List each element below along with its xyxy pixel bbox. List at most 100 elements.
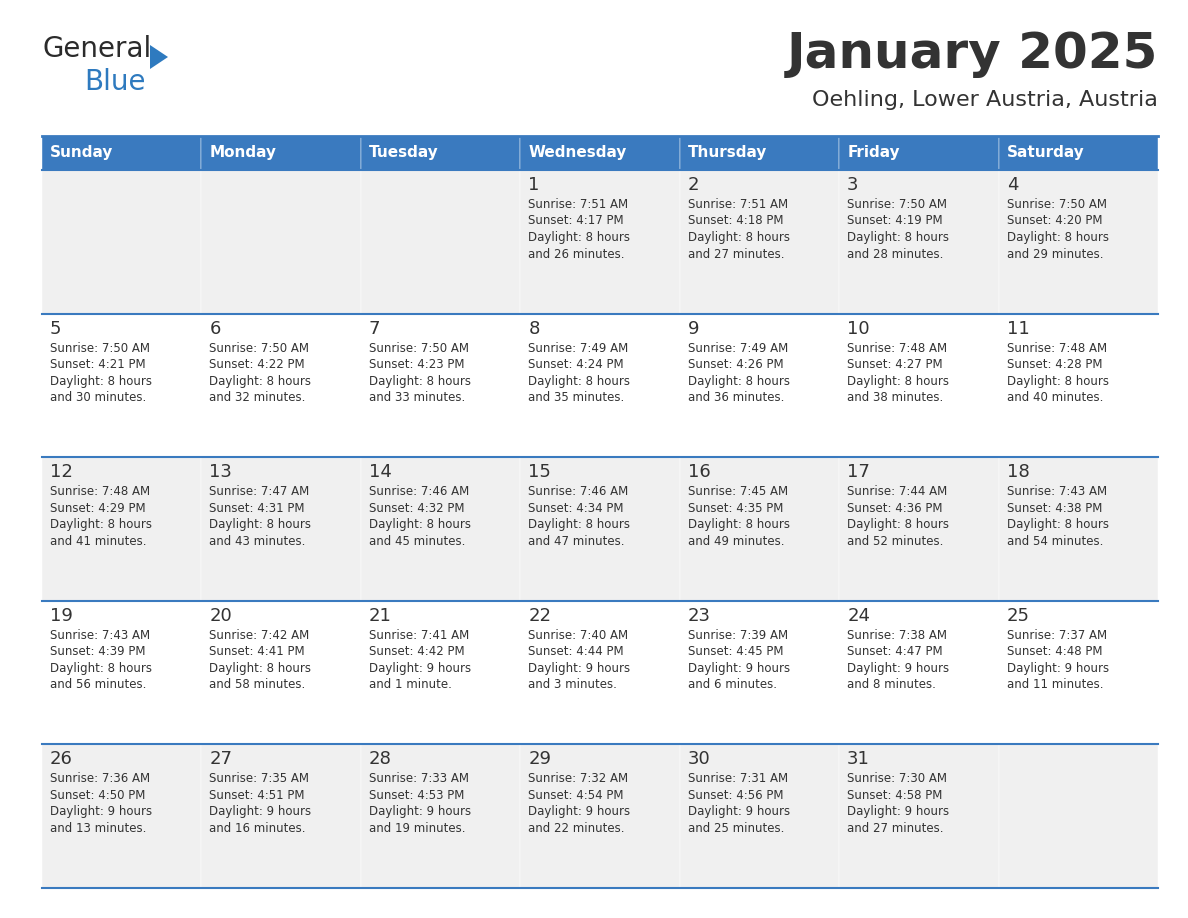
Text: and 19 minutes.: and 19 minutes.: [368, 822, 466, 834]
Text: Sunrise: 7:32 AM: Sunrise: 7:32 AM: [529, 772, 628, 786]
Text: 21: 21: [368, 607, 392, 625]
Text: Sunset: 4:47 PM: Sunset: 4:47 PM: [847, 645, 943, 658]
Text: Sunrise: 7:50 AM: Sunrise: 7:50 AM: [847, 198, 947, 211]
Text: Sunrise: 7:46 AM: Sunrise: 7:46 AM: [368, 486, 469, 498]
Text: 7: 7: [368, 319, 380, 338]
Text: Daylight: 9 hours: Daylight: 9 hours: [368, 662, 470, 675]
Text: Sunrise: 7:46 AM: Sunrise: 7:46 AM: [529, 486, 628, 498]
Text: Sunrise: 7:45 AM: Sunrise: 7:45 AM: [688, 486, 788, 498]
Text: 25: 25: [1006, 607, 1030, 625]
Text: 29: 29: [529, 750, 551, 768]
Text: Daylight: 8 hours: Daylight: 8 hours: [1006, 518, 1108, 532]
Text: Sunset: 4:23 PM: Sunset: 4:23 PM: [368, 358, 465, 371]
Text: Sunrise: 7:49 AM: Sunrise: 7:49 AM: [688, 341, 788, 354]
Text: Sunday: Sunday: [50, 145, 113, 161]
Text: 20: 20: [209, 607, 232, 625]
Text: Sunset: 4:17 PM: Sunset: 4:17 PM: [529, 215, 624, 228]
Text: Sunset: 4:54 PM: Sunset: 4:54 PM: [529, 789, 624, 802]
Bar: [680, 457, 839, 600]
Bar: [839, 744, 999, 888]
Text: 6: 6: [209, 319, 221, 338]
Text: Sunrise: 7:43 AM: Sunrise: 7:43 AM: [1006, 486, 1107, 498]
Bar: [42, 136, 202, 170]
Text: and 25 minutes.: and 25 minutes.: [688, 822, 784, 834]
Bar: [680, 600, 839, 744]
Text: Sunset: 4:50 PM: Sunset: 4:50 PM: [50, 789, 145, 802]
Bar: [202, 457, 361, 600]
Bar: [202, 744, 361, 888]
Bar: [202, 170, 361, 314]
Text: and 22 minutes.: and 22 minutes.: [529, 822, 625, 834]
Text: January 2025: January 2025: [786, 30, 1158, 78]
Text: 18: 18: [1006, 464, 1029, 481]
Text: Sunset: 4:22 PM: Sunset: 4:22 PM: [209, 358, 305, 371]
Text: and 6 minutes.: and 6 minutes.: [688, 678, 777, 691]
Text: Daylight: 9 hours: Daylight: 9 hours: [847, 805, 949, 819]
Text: Sunset: 4:28 PM: Sunset: 4:28 PM: [1006, 358, 1102, 371]
Text: and 8 minutes.: and 8 minutes.: [847, 678, 936, 691]
Text: Sunset: 4:42 PM: Sunset: 4:42 PM: [368, 645, 465, 658]
Text: and 11 minutes.: and 11 minutes.: [1006, 678, 1104, 691]
Text: Sunrise: 7:49 AM: Sunrise: 7:49 AM: [529, 341, 628, 354]
Text: and 49 minutes.: and 49 minutes.: [688, 534, 784, 548]
Text: Daylight: 8 hours: Daylight: 8 hours: [209, 662, 311, 675]
Text: Sunset: 4:19 PM: Sunset: 4:19 PM: [847, 215, 943, 228]
Bar: [839, 170, 999, 314]
Text: and 30 minutes.: and 30 minutes.: [50, 391, 146, 404]
Bar: [202, 136, 361, 170]
Text: General: General: [42, 35, 151, 63]
Bar: [839, 136, 999, 170]
Bar: [361, 600, 520, 744]
Text: Sunrise: 7:48 AM: Sunrise: 7:48 AM: [50, 486, 150, 498]
Text: 4: 4: [1006, 176, 1018, 194]
Text: Sunrise: 7:40 AM: Sunrise: 7:40 AM: [529, 629, 628, 642]
Text: Tuesday: Tuesday: [368, 145, 438, 161]
Bar: [361, 457, 520, 600]
Text: Daylight: 9 hours: Daylight: 9 hours: [688, 662, 790, 675]
Polygon shape: [150, 45, 168, 69]
Text: Daylight: 8 hours: Daylight: 8 hours: [688, 518, 790, 532]
Text: Sunrise: 7:50 AM: Sunrise: 7:50 AM: [1006, 198, 1106, 211]
Text: Blue: Blue: [84, 68, 145, 96]
Text: Daylight: 9 hours: Daylight: 9 hours: [50, 805, 152, 819]
Text: and 45 minutes.: and 45 minutes.: [368, 534, 466, 548]
Bar: [42, 600, 202, 744]
Text: Daylight: 8 hours: Daylight: 8 hours: [688, 375, 790, 387]
Text: Sunrise: 7:39 AM: Sunrise: 7:39 AM: [688, 629, 788, 642]
Bar: [999, 170, 1158, 314]
Text: Daylight: 8 hours: Daylight: 8 hours: [209, 375, 311, 387]
Text: 2: 2: [688, 176, 700, 194]
Text: Sunset: 4:18 PM: Sunset: 4:18 PM: [688, 215, 783, 228]
Text: Daylight: 9 hours: Daylight: 9 hours: [688, 805, 790, 819]
Text: 5: 5: [50, 319, 62, 338]
Text: and 41 minutes.: and 41 minutes.: [50, 534, 146, 548]
Bar: [361, 744, 520, 888]
Text: and 27 minutes.: and 27 minutes.: [847, 822, 943, 834]
Bar: [520, 170, 680, 314]
Bar: [520, 136, 680, 170]
Text: and 35 minutes.: and 35 minutes.: [529, 391, 625, 404]
Text: and 47 minutes.: and 47 minutes.: [529, 534, 625, 548]
Text: Sunset: 4:36 PM: Sunset: 4:36 PM: [847, 502, 942, 515]
Text: and 40 minutes.: and 40 minutes.: [1006, 391, 1102, 404]
Text: and 56 minutes.: and 56 minutes.: [50, 678, 146, 691]
Text: Friday: Friday: [847, 145, 899, 161]
Text: Daylight: 8 hours: Daylight: 8 hours: [209, 518, 311, 532]
Bar: [680, 170, 839, 314]
Text: and 13 minutes.: and 13 minutes.: [50, 822, 146, 834]
Text: 10: 10: [847, 319, 870, 338]
Bar: [202, 314, 361, 457]
Text: and 54 minutes.: and 54 minutes.: [1006, 534, 1102, 548]
Bar: [42, 457, 202, 600]
Text: 28: 28: [368, 750, 392, 768]
Text: Daylight: 9 hours: Daylight: 9 hours: [529, 805, 631, 819]
Text: Sunset: 4:35 PM: Sunset: 4:35 PM: [688, 502, 783, 515]
Text: Sunset: 4:21 PM: Sunset: 4:21 PM: [50, 358, 146, 371]
Text: Sunset: 4:58 PM: Sunset: 4:58 PM: [847, 789, 942, 802]
Text: Sunrise: 7:48 AM: Sunrise: 7:48 AM: [1006, 341, 1107, 354]
Text: Daylight: 8 hours: Daylight: 8 hours: [368, 518, 470, 532]
Bar: [999, 744, 1158, 888]
Text: 1: 1: [529, 176, 539, 194]
Text: 12: 12: [50, 464, 72, 481]
Text: Daylight: 8 hours: Daylight: 8 hours: [847, 518, 949, 532]
